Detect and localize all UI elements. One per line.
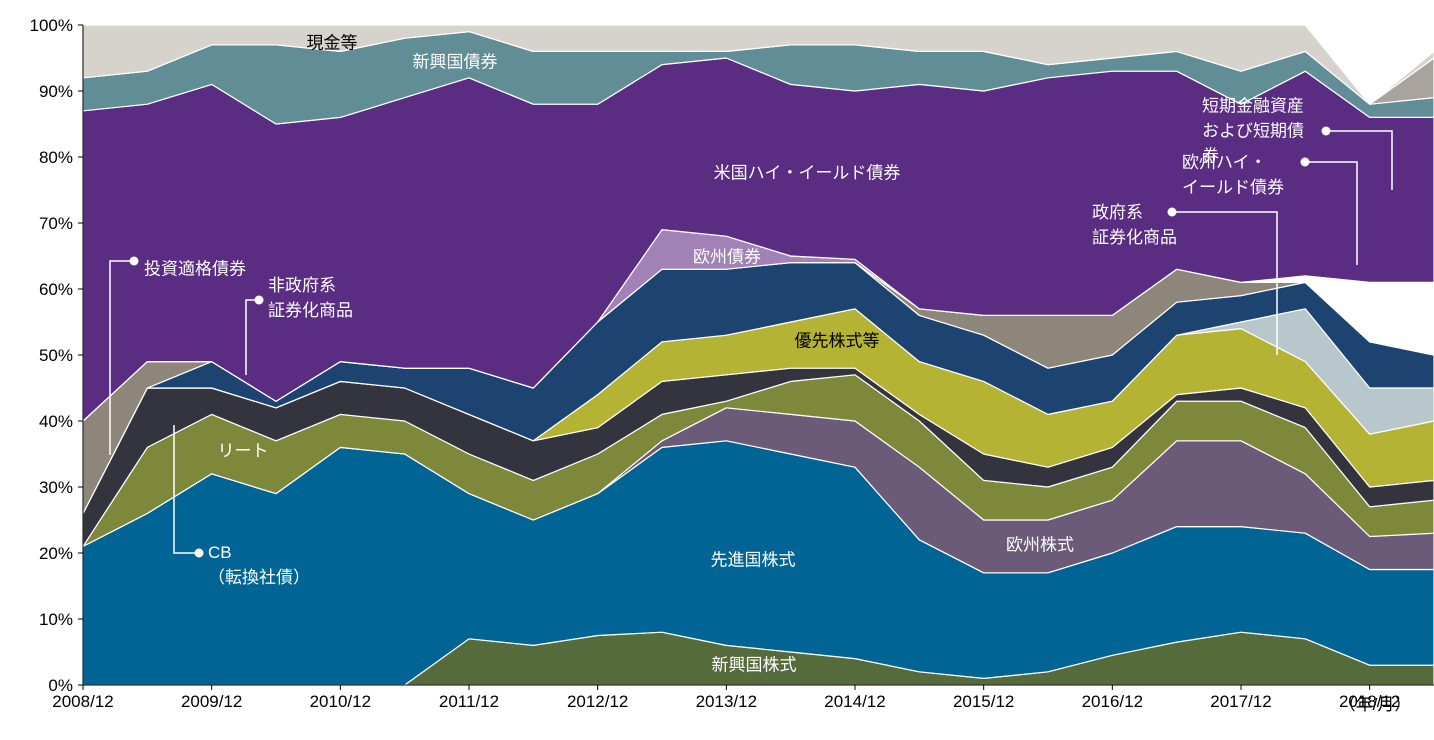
y-tick-label: 30% bbox=[39, 478, 73, 497]
series-label: 新興国株式 bbox=[711, 655, 797, 675]
x-tick-label: 2017/12 bbox=[1210, 692, 1271, 711]
y-tick-label: 20% bbox=[39, 544, 73, 563]
series-label: 新興国債券 bbox=[412, 52, 498, 72]
series-label: 優先株式等 bbox=[794, 331, 880, 351]
series-label: 欧州ハイ・ イールド債券 bbox=[1182, 153, 1284, 197]
x-tick-label: 2016/12 bbox=[1082, 692, 1143, 711]
x-tick-label: 2012/12 bbox=[567, 692, 628, 711]
series-label: 非政府系 証券化商品 bbox=[268, 276, 353, 320]
x-tick-label: 2015/12 bbox=[953, 692, 1014, 711]
y-tick-label: 10% bbox=[39, 610, 73, 629]
series-label: CB （転換社債） bbox=[208, 543, 310, 587]
area bbox=[82, 24, 1434, 105]
series-label: 欧州債券 bbox=[693, 247, 761, 267]
x-tick-label: 2010/12 bbox=[310, 692, 371, 711]
x-tick-label: 2009/12 bbox=[181, 692, 242, 711]
x-tick-label: 2011/12 bbox=[439, 692, 499, 711]
series-label: 欧州株式 bbox=[1006, 535, 1074, 555]
x-axis-label: （年/月） bbox=[1339, 695, 1412, 714]
series-label: 政府系 証券化商品 bbox=[1092, 203, 1177, 247]
y-tick-label: 50% bbox=[39, 346, 73, 365]
leader-dot bbox=[129, 256, 139, 266]
leader-dot bbox=[1300, 157, 1310, 167]
leader-dot bbox=[1167, 207, 1177, 217]
leader-line bbox=[1172, 211, 1278, 355]
leader-line bbox=[1326, 130, 1393, 190]
leader-line bbox=[1305, 161, 1358, 265]
series-label: 現金等 bbox=[306, 33, 358, 53]
x-tick-label: 2008/12 bbox=[52, 692, 113, 711]
x-tick-label: 2014/12 bbox=[824, 692, 885, 711]
x-tick-label: 2018/12 bbox=[1339, 692, 1400, 711]
y-tick-label: 90% bbox=[39, 82, 73, 101]
series-label: 投資適格債券 bbox=[144, 259, 246, 279]
y-tick-label: 40% bbox=[39, 412, 73, 431]
leader-dot bbox=[1321, 126, 1331, 136]
leader-line bbox=[173, 425, 199, 554]
series-label: 米国ハイ・イールド債券 bbox=[713, 163, 901, 183]
x-tick-label: 2013/12 bbox=[696, 692, 757, 711]
leader-dot bbox=[254, 295, 264, 305]
y-tick-label: 0% bbox=[48, 676, 73, 695]
series-label: 先進国株式 bbox=[710, 550, 796, 570]
series-label: リート bbox=[217, 441, 269, 461]
y-tick-label: 80% bbox=[39, 148, 73, 167]
y-tick-label: 70% bbox=[39, 214, 73, 233]
leader-dot bbox=[194, 548, 204, 558]
leader-line bbox=[109, 260, 134, 455]
y-tick-label: 100% bbox=[30, 16, 73, 35]
y-tick-label: 60% bbox=[39, 280, 73, 299]
series-label: 短期金融資産および短期債券 bbox=[1202, 96, 1304, 166]
